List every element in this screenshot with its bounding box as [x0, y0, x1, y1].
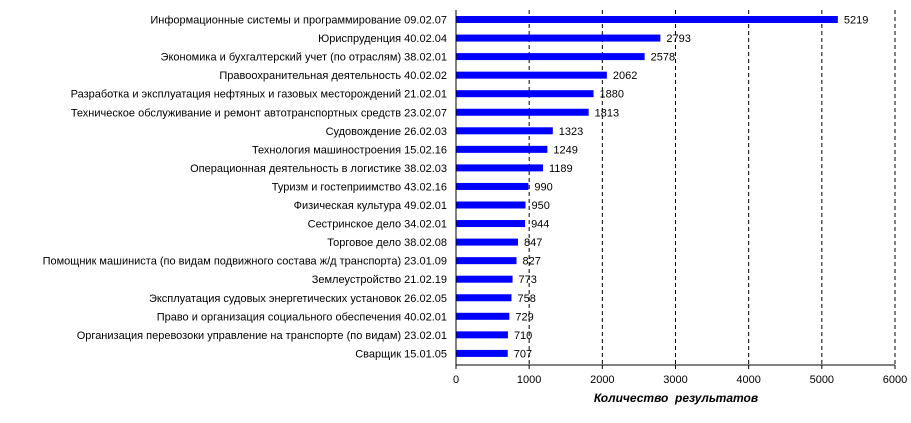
value-label: 2062 [613, 70, 637, 82]
category-label: Информационные системы и программировани… [150, 15, 447, 27]
bars [456, 16, 838, 357]
x-tick-label: 4000 [736, 374, 760, 386]
value-labels: 5219 2793 2578 2062 1880 1813 1323 1249 1189 990 9… [514, 15, 869, 361]
bar [456, 108, 589, 116]
bar [456, 312, 510, 320]
value-label: 1249 [553, 144, 577, 156]
category-labels: Информационные системы и программировани… [43, 15, 447, 361]
bar [456, 349, 508, 357]
bar [456, 275, 513, 283]
bar [456, 164, 543, 172]
bar [456, 71, 607, 79]
gridlines [528, 10, 896, 365]
x-axis-title: Количество результатов [594, 391, 758, 405]
category-label: Туризм и гостеприимство 43.02.16 [272, 181, 447, 193]
category-label: Сварщик 15.01.05 [355, 348, 447, 360]
bar [456, 238, 518, 246]
x-tick-label: 2000 [590, 374, 614, 386]
bar [456, 16, 838, 23]
value-label: 758 [517, 293, 535, 305]
value-label: 950 [532, 200, 550, 212]
category-label: Разработка и эксплуатация нефтяных и газ… [71, 89, 447, 101]
x-axis-ticks: 0 1000 2000 3000 4000 5000 6000 [453, 365, 907, 386]
category-label: Торговое дело 38.02.08 [327, 237, 447, 249]
value-label: 827 [523, 256, 541, 268]
value-label: 1189 [549, 163, 573, 175]
category-label: Эксплуатация судовых энергетических уста… [149, 293, 447, 305]
x-tick-label: 1000 [517, 374, 541, 386]
value-label: 1813 [595, 107, 619, 119]
value-label: 710 [514, 330, 532, 342]
category-label: Судовождение 26.02.03 [326, 126, 447, 138]
x-tick-label: 3000 [663, 374, 687, 386]
category-label: Физическая культура 49.02.01 [294, 200, 447, 212]
category-label: Сестринское дело 34.02.01 [308, 219, 447, 231]
bar [456, 182, 529, 190]
value-label: 2578 [651, 52, 675, 64]
category-label: Операционная деятельность в логистике 38… [190, 163, 447, 175]
category-label: Юриспруденция 40.02.04 [318, 33, 447, 45]
bar [456, 220, 526, 228]
value-label: 773 [519, 274, 537, 286]
value-label: 729 [515, 311, 533, 323]
value-label: 990 [534, 181, 552, 193]
category-label: Помощник машиниста (по видам подвижного … [43, 256, 447, 268]
value-label: 847 [524, 237, 542, 249]
category-label: Право и организация социального обеспече… [157, 311, 447, 323]
bar [456, 331, 508, 339]
x-tick-label: 5000 [810, 374, 834, 386]
value-label: 5219 [844, 15, 868, 27]
category-label: Экономика и бухгалтерский учет (по отрас… [161, 52, 447, 64]
value-label: 707 [514, 348, 532, 360]
value-label: 2793 [666, 33, 690, 45]
bar [456, 201, 526, 209]
category-label: Организация перевозоки управление на тра… [77, 330, 447, 342]
bar [456, 145, 548, 153]
bar [456, 257, 517, 265]
category-label: Землеустройство 21.02.19 [312, 274, 447, 286]
value-label: 1880 [600, 89, 624, 101]
category-label: Техническое обслуживание и ремонт автотр… [71, 107, 447, 119]
bar [456, 53, 645, 61]
x-tick-label: 0 [453, 374, 459, 386]
x-tick-label: 6000 [883, 374, 907, 386]
bar [456, 294, 512, 302]
category-label: Технология машиностроения 15.02.16 [252, 144, 447, 156]
bar [456, 34, 661, 42]
value-label: 944 [531, 219, 549, 231]
bar [456, 127, 553, 135]
bar [456, 90, 594, 98]
value-label: 1323 [559, 126, 583, 138]
category-label: Правоохранительная деятельность 40.02.02 [219, 70, 447, 82]
